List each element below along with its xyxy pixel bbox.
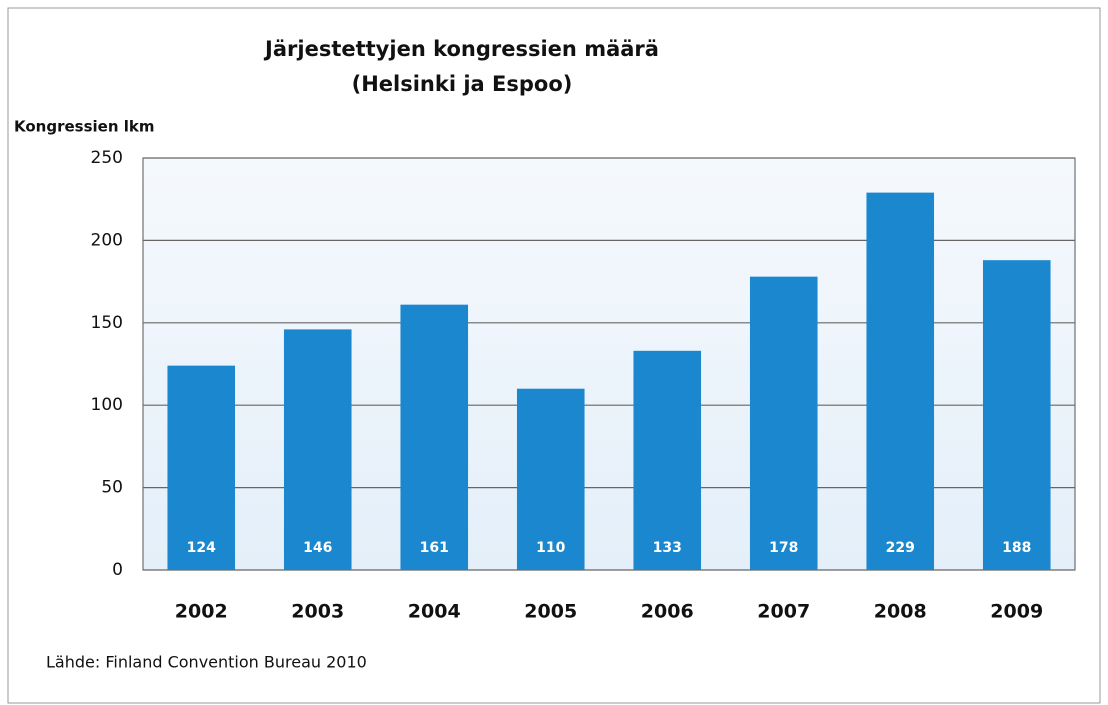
x-tick-label: 2004 bbox=[408, 601, 461, 623]
y-tick-label: 0 bbox=[112, 560, 123, 580]
bar bbox=[167, 365, 236, 570]
y-tick-label: 250 bbox=[91, 148, 123, 168]
bar bbox=[633, 350, 702, 570]
plot-area bbox=[142, 157, 1076, 571]
bar bbox=[749, 276, 818, 570]
value-label: 124 bbox=[187, 540, 216, 556]
value-label: 178 bbox=[769, 540, 798, 556]
value-label: 133 bbox=[653, 540, 682, 556]
y-tick-label: 200 bbox=[91, 230, 123, 250]
value-label: 161 bbox=[420, 540, 449, 556]
x-tick-label: 2003 bbox=[291, 601, 344, 623]
source-note: Lähde: Finland Convention Bureau 2010 bbox=[46, 653, 367, 672]
bar bbox=[866, 192, 935, 570]
bar bbox=[982, 260, 1051, 570]
y-tick-label: 150 bbox=[91, 313, 123, 333]
x-tick-label: 2002 bbox=[175, 601, 228, 623]
value-label: 110 bbox=[536, 540, 565, 556]
x-tick-label: 2007 bbox=[757, 601, 810, 623]
x-tick-label: 2009 bbox=[990, 601, 1043, 623]
value-label: 229 bbox=[886, 540, 915, 556]
chart-title: Järjestettyjen kongressien määrä bbox=[263, 37, 659, 61]
bar bbox=[400, 304, 469, 570]
y-axis-label: Kongressien lkm bbox=[14, 118, 154, 136]
x-tick-label: 2006 bbox=[641, 601, 694, 623]
y-tick-label: 50 bbox=[101, 478, 123, 498]
y-tick-label: 100 bbox=[91, 395, 123, 415]
chart-subtitle: (Helsinki ja Espoo) bbox=[352, 72, 573, 96]
value-label: 188 bbox=[1002, 540, 1031, 556]
value-label: 146 bbox=[303, 540, 332, 556]
bar bbox=[283, 329, 352, 570]
x-tick-label: 2008 bbox=[874, 601, 927, 623]
x-tick-label: 2005 bbox=[524, 601, 577, 623]
frame bbox=[7, 7, 1101, 704]
bar bbox=[516, 388, 585, 570]
